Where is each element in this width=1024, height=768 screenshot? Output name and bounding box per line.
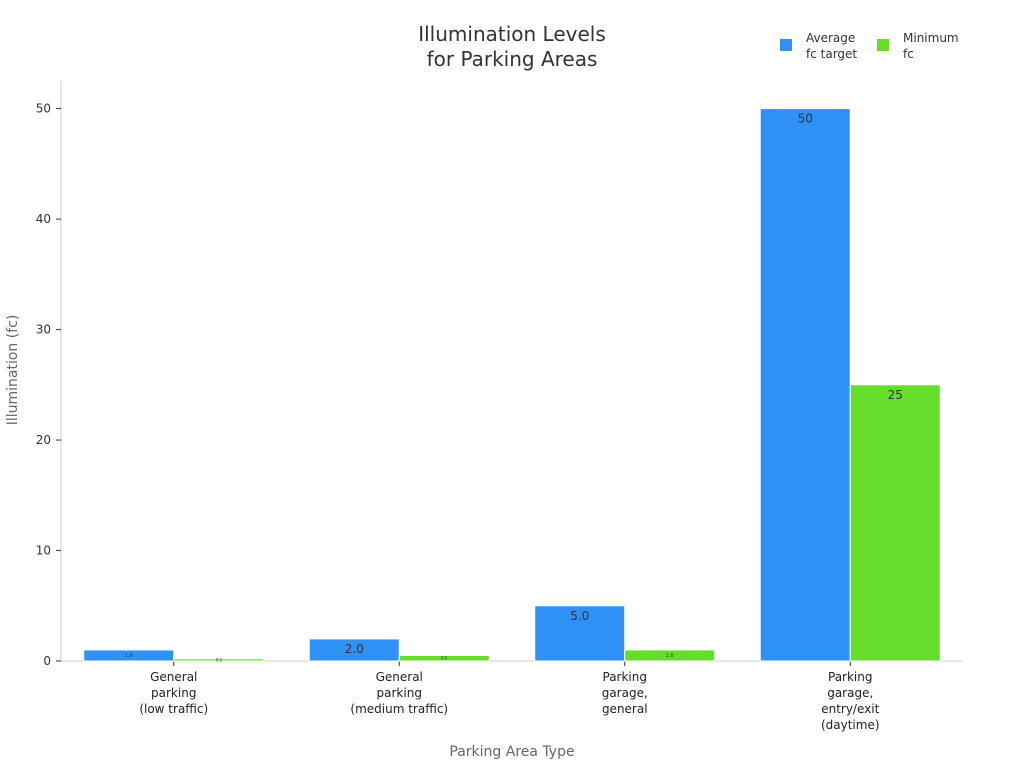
x-tick-label: General parking (medium traffic) — [350, 670, 448, 716]
chart-axes: 0 10 20 30 40 50 General parking (low traffic) Ge… — [36, 81, 963, 732]
y-axis-title: Illumination (fc) — [5, 315, 21, 426]
bar-data-label: 0.5 — [441, 656, 448, 661]
bar-data-label: 1.0 — [125, 653, 133, 659]
bar-minimum — [398, 654, 490, 662]
bar-minimum — [173, 658, 265, 662]
bar-data-label: 50 — [798, 112, 813, 126]
legend-label: Minimum fc — [903, 31, 959, 61]
y-tick-label: 30 — [36, 323, 51, 337]
bar-data-label: 2.0 — [345, 642, 364, 656]
chart-title-line: Illumination Levels — [418, 22, 606, 46]
bar-average — [83, 649, 175, 662]
chart-bars — [83, 108, 941, 662]
chart-data-labels: 1.0 0.2 2.0 0.5 5.0 1.0 50 25 — [125, 112, 903, 663]
x-axis-title: Parking Area Type — [449, 744, 574, 760]
y-tick-label: 50 — [36, 102, 51, 116]
bar-minimum — [624, 649, 716, 662]
x-tick-label: General parking (low traffic) — [139, 670, 208, 716]
bar-data-label: 25 — [888, 388, 903, 402]
chart-legend: Average fc target Minimum fc — [780, 31, 959, 61]
legend-swatch — [780, 39, 792, 51]
y-tick-label: 0 — [43, 654, 51, 668]
bar-average — [759, 108, 851, 662]
y-tick-label: 10 — [36, 544, 51, 558]
chart-title-line: for Parking Areas — [427, 47, 598, 71]
bar-average — [308, 638, 400, 662]
bar-minimum — [849, 384, 941, 662]
bar-data-label: 0.2 — [216, 657, 223, 662]
bar-data-label: 5.0 — [570, 609, 589, 623]
legend-label: Average fc target — [806, 31, 857, 61]
bar-data-label: 1.0 — [666, 653, 674, 659]
bar-average — [534, 605, 626, 662]
x-tick-label: Parking garage, entry/exit (daytime) — [821, 670, 880, 732]
y-tick-label: 40 — [36, 212, 51, 226]
y-tick-label: 20 — [36, 433, 51, 447]
x-tick-label: Parking garage, general — [602, 670, 648, 716]
legend-swatch — [877, 39, 889, 51]
